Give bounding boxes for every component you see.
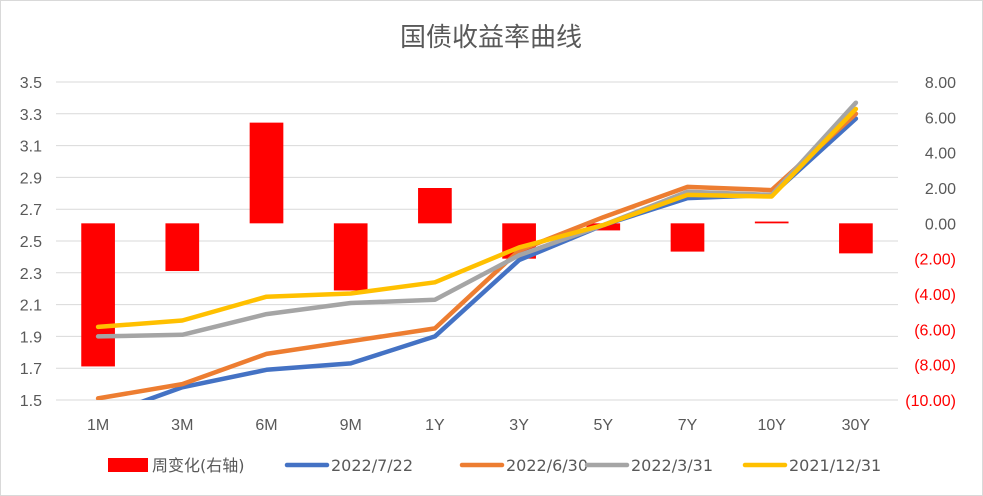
legend-label-0: 周变化(右轴) [152,456,245,475]
x-tick-6M: 6M [255,417,277,434]
legend: 周变化(右轴) 2022/7/22 2022/6/30 2022/3/31 2021/1… [108,456,881,475]
bar-10Y [754,221,789,224]
x-tick-5Y: 5Y [594,417,614,434]
right-tick-3: (4.00) [914,287,956,304]
legend-swatch-bar [108,458,148,472]
weekly-change-bars [81,122,873,367]
bar-6M [249,122,284,224]
legend-label-2: 2022/6/30 [506,456,588,475]
x-tick-1Y: 1Y [425,417,445,434]
legend-label-3: 2022/3/31 [631,456,713,475]
left-tick-9: 3.3 [20,107,42,124]
right-tick-0: (10.00) [905,393,956,410]
right-tick-6: 2.00 [925,181,956,198]
x-tick-7Y: 7Y [678,417,698,434]
bar-1M [81,223,115,367]
right-tick-4: (2.00) [914,252,956,269]
line-series-3 [95,106,859,330]
gridlines [56,81,898,401]
bar-1Y [418,188,452,224]
right-axis-ticks: (10.00) (8.00) (6.00) (4.00) (2.00) 0.00 2.00 4… [905,75,956,410]
legend-label-4: 2021/12/31 [789,456,881,475]
left-tick-3: 2.1 [20,298,42,315]
x-axis-ticks: 1M 3M 6M 9M 1Y 3Y 5Y 7Y 10Y 30Y [87,417,870,434]
left-tick-6: 2.7 [20,202,42,219]
left-tick-0: 1.5 [20,393,42,410]
bar-9M [333,223,368,291]
right-tick-5: 0.00 [925,216,956,233]
yield-lines [95,100,859,400]
right-tick-7: 4.00 [925,146,956,163]
x-tick-3M: 3M [171,417,193,434]
chart-title: 国债收益率曲线 [400,23,582,53]
x-tick-9M: 9M [340,417,362,434]
right-tick-2: (6.00) [914,322,956,339]
left-tick-8: 3.1 [20,139,42,156]
bar-30Y [839,223,873,254]
bar-3M [165,223,200,272]
bar-7Y [670,223,705,252]
x-tick-3Y: 3Y [509,417,529,434]
x-tick-1M: 1M [87,417,109,434]
left-tick-4: 2.3 [20,266,42,283]
right-tick-9: 8.00 [925,75,956,92]
left-tick-1: 1.7 [20,361,42,378]
x-tick-30Y: 30Y [842,417,871,434]
left-axis-ticks: 1.5 1.7 1.9 2.1 2.3 2.5 2.7 2.9 3.1 3.3 3.5 [20,75,42,410]
left-tick-5: 2.5 [20,234,42,251]
left-tick-10: 3.5 [20,75,42,92]
line-series-2 [95,100,859,339]
legend-label-1: 2022/7/22 [331,456,413,475]
right-tick-1: (8.00) [914,358,956,375]
left-tick-7: 2.9 [20,170,42,187]
right-tick-8: 6.00 [925,110,956,127]
x-tick-10Y: 10Y [757,417,786,434]
line-series-1 [95,111,859,400]
left-tick-2: 1.9 [20,329,42,346]
